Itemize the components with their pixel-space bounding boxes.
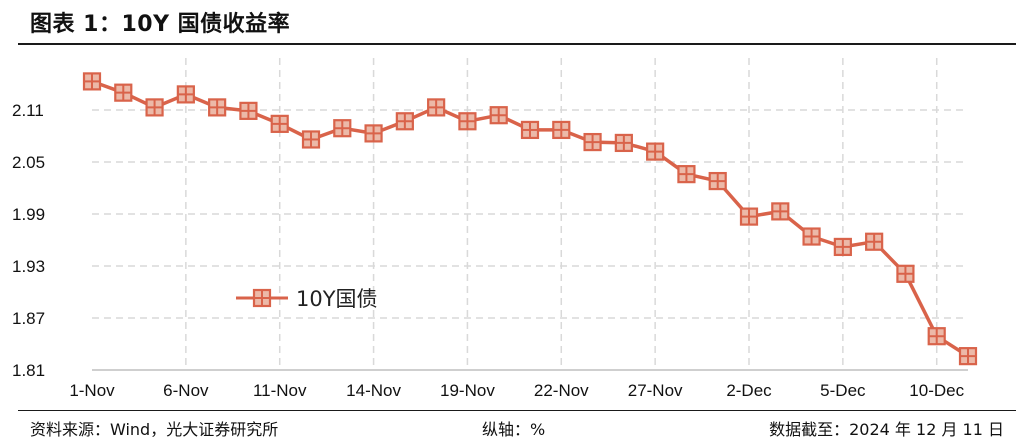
data-point — [489, 106, 508, 125]
x-tick-label: 11-Nov — [253, 381, 307, 400]
data-date-note: 数据截至：2024 年 12 月 11 日 — [769, 420, 1004, 439]
data-point — [427, 98, 446, 117]
x-tick-label: 10-Dec — [909, 381, 964, 400]
data-point — [927, 327, 946, 346]
x-tick-label: 6-Nov — [163, 381, 209, 400]
y-tick-label: 1.93 — [12, 257, 45, 276]
y-tick-label: 1.81 — [12, 361, 45, 380]
series-10y — [82, 72, 978, 366]
data-point — [677, 165, 696, 184]
x-tick-label: 19-Nov — [440, 381, 495, 400]
y-tick-label: 1.87 — [12, 309, 45, 328]
data-point — [270, 114, 289, 133]
data-point — [771, 202, 790, 221]
y-tick-label: 2.11 — [12, 101, 44, 120]
axis-unit-note: 纵轴：% — [482, 420, 546, 439]
data-point — [896, 264, 915, 283]
data-point — [833, 237, 852, 257]
data-point — [739, 207, 759, 226]
data-point — [646, 142, 665, 161]
data-point — [208, 98, 227, 117]
data-point — [395, 112, 414, 131]
data-point — [802, 227, 821, 246]
data-point — [114, 83, 133, 102]
x-tick-label: 22-Nov — [534, 381, 589, 400]
data-point — [708, 171, 727, 191]
data-point — [552, 120, 571, 140]
y-axis: 2.11 2.05 1.99 1.93 1.87 1.81 — [12, 101, 45, 380]
data-point — [239, 101, 258, 120]
x-tick-label: 2-Dec — [726, 381, 772, 400]
title-rule — [18, 43, 1016, 45]
x-axis: 1-Nov 6-Nov 11-Nov 14-Nov 19-Nov 22-Nov 27-Nov… — [69, 369, 968, 400]
data-point — [301, 130, 321, 149]
data-point — [958, 347, 978, 366]
x-tick-label: 27-Nov — [628, 381, 683, 400]
x-tick-label: 1-Nov — [69, 381, 115, 400]
data-point — [583, 132, 602, 152]
data-point — [614, 133, 633, 153]
data-point — [520, 120, 540, 140]
data-point — [145, 98, 164, 117]
source-note: 资料来源：Wind，光大证券研究所 — [30, 420, 279, 439]
data-point — [176, 85, 195, 104]
data-point — [458, 112, 477, 131]
data-point — [333, 119, 352, 138]
data-point — [865, 232, 884, 251]
x-tick-label: 5-Dec — [820, 381, 866, 400]
y-tick-label: 1.99 — [12, 205, 45, 224]
x-tick-label: 14-Nov — [346, 381, 401, 400]
data-point — [364, 124, 383, 143]
legend-marker — [252, 288, 272, 308]
footer-rule — [18, 410, 1016, 411]
data-point — [82, 72, 102, 91]
chart-title: 图表 1：10Y 国债收益率 — [30, 12, 291, 37]
legend-label: 10Y国债 — [296, 287, 378, 311]
legend: 10Y国债 — [236, 287, 378, 311]
y-tick-label: 2.05 — [12, 153, 45, 172]
legend-marker-swatch — [252, 288, 272, 308]
